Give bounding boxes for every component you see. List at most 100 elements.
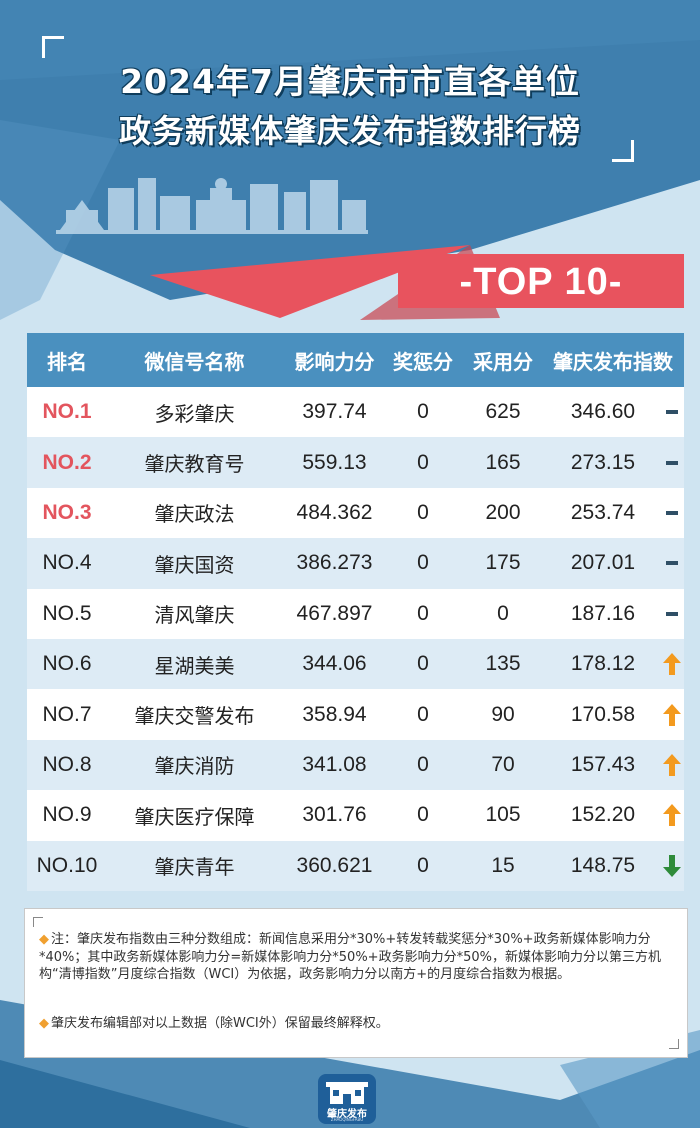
note-formula: ◆ 注：肇庆发布指数由三种分数组成：新闻信息采用分*30%+转发转载奖惩分*30%…	[39, 931, 667, 984]
table-row: NO.5 清风肇庆 467.897 0 0 187.16	[27, 588, 684, 639]
ranking-table: 排名 微信号名称 影响力分 奖惩分 采用分 肇庆发布指数 NO.1 多彩肇庆 397…	[27, 333, 684, 891]
trend-cell	[659, 804, 684, 827]
adopt-cell: 15	[491, 853, 515, 877]
table-row: NO.3 肇庆政法 484.362 0 200 253.74	[27, 487, 684, 539]
col-name-header: 微信号名称	[144, 349, 245, 374]
index-cell: 157.43	[570, 752, 636, 776]
adopt-cell: 0	[497, 601, 509, 625]
trend-cell	[659, 561, 684, 566]
col-adopt-header: 采用分	[473, 349, 533, 374]
table-row: NO.2 肇庆教育号 559.13 0 165 273.15	[27, 437, 684, 488]
trend-cell	[659, 703, 684, 726]
trend-cell	[659, 653, 684, 676]
bonus-cell: 0	[417, 803, 429, 827]
rank-cell: NO.9	[42, 803, 92, 827]
notes-corner-top-left	[33, 917, 43, 927]
rank-cell: NO.2	[42, 450, 92, 474]
bonus-cell: 0	[417, 652, 429, 676]
page-title-line1: 2024年7月肇庆市市直各单位	[120, 62, 580, 101]
influence-cell: 301.76	[302, 803, 367, 827]
bonus-cell: 0	[417, 702, 429, 726]
dash-icon	[665, 510, 678, 515]
rank-cell: NO.10	[36, 853, 98, 877]
index-cell: 207.01	[570, 551, 636, 575]
note-copyright: ◆ 肇庆发布编辑部对以上数据（除WCI外）保留最终解释权。	[39, 1015, 667, 1033]
bonus-cell: 0	[417, 601, 429, 625]
influence-cell: 484.362	[296, 500, 373, 524]
arrow-up-icon	[662, 653, 681, 676]
title-bracket-bottom-right	[612, 140, 634, 162]
trend-cell	[659, 410, 684, 415]
col-index-header: 肇庆发布指数	[553, 349, 673, 374]
adopt-cell: 175	[485, 551, 521, 575]
table-row: NO.10 肇庆青年 360.621 0 15 148.75	[27, 840, 684, 891]
dash-icon	[665, 611, 678, 616]
arrow-up-icon	[662, 753, 681, 776]
dash-icon	[665, 460, 678, 465]
table-row: NO.1 多彩肇庆 397.74 0 625 346.60	[27, 387, 684, 438]
bonus-cell: 0	[417, 752, 429, 776]
name-cell: 星湖美美	[154, 653, 235, 678]
arrow-down-icon	[662, 854, 681, 877]
name-cell: 肇庆教育号	[144, 452, 245, 477]
influence-cell: 386.273	[296, 551, 373, 575]
adopt-cell: 70	[491, 752, 515, 776]
dash-icon	[665, 561, 678, 566]
index-cell: 170.58	[570, 702, 636, 726]
page-title-line2: 政务新媒体肇庆发布指数排行榜	[118, 112, 581, 150]
bonus-cell: 0	[417, 551, 429, 575]
index-cell: 273.15	[570, 450, 636, 474]
top10-badge: -TOP 10-	[398, 254, 684, 308]
rank-cell: NO.1	[42, 400, 92, 424]
bonus-cell: 0	[417, 853, 429, 877]
influence-cell: 559.13	[302, 450, 367, 474]
index-cell: 148.75	[570, 853, 636, 877]
note-copyright-text: 肇庆发布编辑部对以上数据（除WCI外）保留最终解释权。	[51, 1016, 389, 1031]
rank-cell: NO.6	[42, 652, 92, 676]
table-row: NO.8 肇庆消防 341.08 0 70 157.43	[27, 739, 684, 791]
arrow-up-icon	[662, 703, 681, 726]
adopt-cell: 105	[485, 803, 521, 827]
index-cell: 346.60	[570, 400, 636, 424]
trend-cell	[659, 753, 684, 776]
table-header: 排名 微信号名称 影响力分 奖惩分 采用分 肇庆发布指数	[27, 333, 684, 387]
col-rank-header: 排名	[47, 349, 87, 374]
logo-subtext: ZHAOQINGFABU	[330, 1117, 364, 1122]
arrow-up-icon	[662, 804, 681, 827]
name-cell: 肇庆消防	[154, 754, 235, 779]
trend-cell	[659, 460, 684, 465]
adopt-cell: 90	[491, 702, 515, 726]
adopt-cell: 165	[485, 450, 521, 474]
table-body: NO.1 多彩肇庆 397.74 0 625 346.60 NO.2 肇庆教育号 559.13 0…	[27, 387, 684, 891]
influence-cell: 341.08	[302, 752, 367, 776]
adopt-cell: 625	[485, 400, 521, 424]
trend-cell	[659, 510, 684, 515]
col-influence-header: 影响力分	[294, 349, 375, 374]
title-bracket-top-left	[42, 36, 64, 58]
name-cell: 清风肇庆	[154, 603, 235, 628]
table-row: NO.7 肇庆交警发布 358.94 0 90 170.58	[27, 689, 684, 740]
rank-cell: NO.7	[42, 702, 92, 726]
bonus-cell: 0	[417, 400, 429, 424]
name-cell: 肇庆医疗保障	[134, 804, 255, 829]
notes-box: ◆ 注：肇庆发布指数由三种分数组成：新闻信息采用分*30%+转发转载奖惩分*30%…	[24, 908, 688, 1058]
diamond-bullet-icon: ◆	[39, 932, 49, 947]
influence-cell: 397.74	[302, 400, 367, 424]
adopt-cell: 135	[485, 652, 521, 676]
influence-cell: 358.94	[302, 702, 367, 726]
name-cell: 肇庆交警发布	[134, 704, 255, 729]
col-bonus-header: 奖惩分	[393, 349, 453, 374]
influence-cell: 344.06	[302, 652, 367, 676]
name-cell: 肇庆政法	[154, 502, 235, 527]
bonus-cell: 0	[417, 500, 429, 524]
index-cell: 187.16	[570, 601, 636, 625]
table-row: NO.4 肇庆国资 386.273 0 175 207.01	[27, 538, 684, 589]
bonus-cell: 0	[417, 450, 429, 474]
rank-cell: NO.3	[42, 500, 92, 524]
table-row: NO.6 星湖美美 344.06 0 135 178.12	[27, 638, 684, 690]
notes-corner-bottom-right	[669, 1039, 679, 1049]
name-cell: 多彩肇庆	[154, 401, 235, 426]
trend-cell	[659, 854, 684, 877]
name-cell: 肇庆青年	[154, 855, 235, 880]
